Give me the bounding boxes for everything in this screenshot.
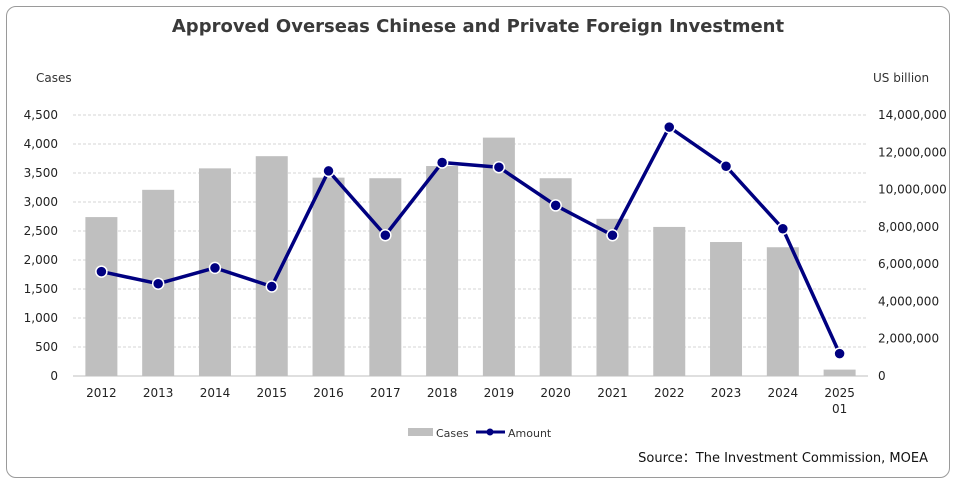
y-right-tick-label: 6,000,000 bbox=[878, 257, 939, 271]
point-amount bbox=[833, 347, 846, 360]
y-right-tick-label: 2,000,000 bbox=[878, 332, 939, 346]
x-tick-label: 2012 bbox=[86, 386, 117, 400]
x-tick-label: 2022 bbox=[654, 386, 685, 400]
legend-swatch-cases bbox=[408, 428, 433, 436]
point-amount bbox=[265, 280, 278, 293]
bar-cases bbox=[312, 177, 345, 376]
x-tick-label: 2017 bbox=[370, 386, 401, 400]
y-right-tick-label: 8,000,000 bbox=[878, 220, 939, 234]
point-amount bbox=[776, 222, 790, 235]
y-right-tick-label: 14,000,000 bbox=[878, 108, 947, 122]
x-tick-label: 2025 bbox=[824, 386, 855, 400]
point-amount bbox=[435, 156, 449, 169]
y-left-tick-label: 2,000 bbox=[24, 253, 58, 267]
point-amount bbox=[95, 265, 108, 278]
x-tick-label: 2021 bbox=[597, 386, 628, 400]
y-right-tick-label: 10,000,000 bbox=[878, 183, 947, 197]
point-amount bbox=[663, 120, 676, 134]
y-right-tick-label: 0 bbox=[878, 369, 886, 383]
point-amount bbox=[151, 277, 165, 290]
y-left-tick-label: 4,500 bbox=[24, 108, 58, 122]
y-right-ticks: 0 2,000,000 4,000,000 6,000,000 8,000,000 10,… bbox=[878, 108, 947, 383]
x-tick-label: 2024 bbox=[768, 386, 799, 400]
x-tick-label: 01 bbox=[832, 402, 847, 416]
bar-cases bbox=[823, 369, 856, 376]
point-amount bbox=[549, 199, 562, 212]
bar-cases bbox=[653, 226, 686, 376]
x-tick-label: 2016 bbox=[313, 386, 344, 400]
y-left-axis-title: Cases bbox=[36, 71, 72, 85]
line-series bbox=[95, 120, 846, 360]
y-left-tick-label: 1,500 bbox=[24, 282, 58, 296]
y-right-tick-label: 4,000,000 bbox=[878, 294, 939, 308]
x-tick-label: 2018 bbox=[427, 386, 458, 400]
legend-label-cases: Cases bbox=[436, 427, 469, 440]
source-note: Source：The Investment Commission, MOEA bbox=[638, 451, 928, 466]
point-amount bbox=[322, 164, 335, 178]
y-left-tick-label: 3,000 bbox=[24, 195, 58, 209]
x-tick-label: 2023 bbox=[711, 386, 742, 400]
legend-swatch-amount-marker bbox=[486, 428, 494, 436]
line-amount bbox=[101, 125, 842, 355]
y-right-tick-label: 12,000,000 bbox=[878, 145, 947, 159]
x-tick-label: 2014 bbox=[200, 386, 231, 400]
bar-cases bbox=[482, 137, 515, 376]
y-right-axis-title: US billion bbox=[873, 71, 929, 85]
x-tick-label: 2019 bbox=[484, 386, 515, 400]
gridlines bbox=[73, 114, 868, 377]
bar-cases bbox=[710, 242, 743, 376]
point-amount bbox=[379, 228, 392, 242]
bar-cases bbox=[369, 178, 402, 376]
point-amount bbox=[208, 261, 222, 275]
bar-cases bbox=[85, 217, 118, 376]
bar-cases bbox=[596, 218, 629, 376]
y-left-tick-label: 1,000 bbox=[24, 311, 58, 325]
bar-cases bbox=[426, 166, 459, 376]
point-amount bbox=[492, 160, 506, 174]
point-amount bbox=[606, 228, 619, 242]
chart-title: Approved Overseas Chinese and Private Fo… bbox=[172, 16, 785, 37]
y-left-ticks: 0 500 1,000 1,500 2,000 2,500 3,000 3,500 4,000 4… bbox=[24, 108, 58, 383]
y-left-tick-label: 0 bbox=[50, 369, 58, 383]
legend-label-amount: Amount bbox=[508, 427, 552, 440]
y-left-tick-label: 4,000 bbox=[24, 137, 58, 151]
y-left-tick-label: 2,500 bbox=[24, 224, 58, 238]
point-amount bbox=[719, 160, 733, 173]
x-tick-label: 2013 bbox=[143, 386, 174, 400]
x-ticks: 2012 2013 2014 2015 2016 2017 2018 2019 2020 2021… bbox=[86, 386, 855, 416]
y-left-tick-label: 500 bbox=[35, 340, 58, 354]
legend: Cases Amount bbox=[408, 427, 552, 440]
bar-cases bbox=[766, 247, 799, 376]
x-tick-label: 2015 bbox=[256, 386, 287, 400]
x-tick-label: 2020 bbox=[540, 386, 571, 400]
y-left-tick-label: 3,500 bbox=[24, 166, 58, 180]
